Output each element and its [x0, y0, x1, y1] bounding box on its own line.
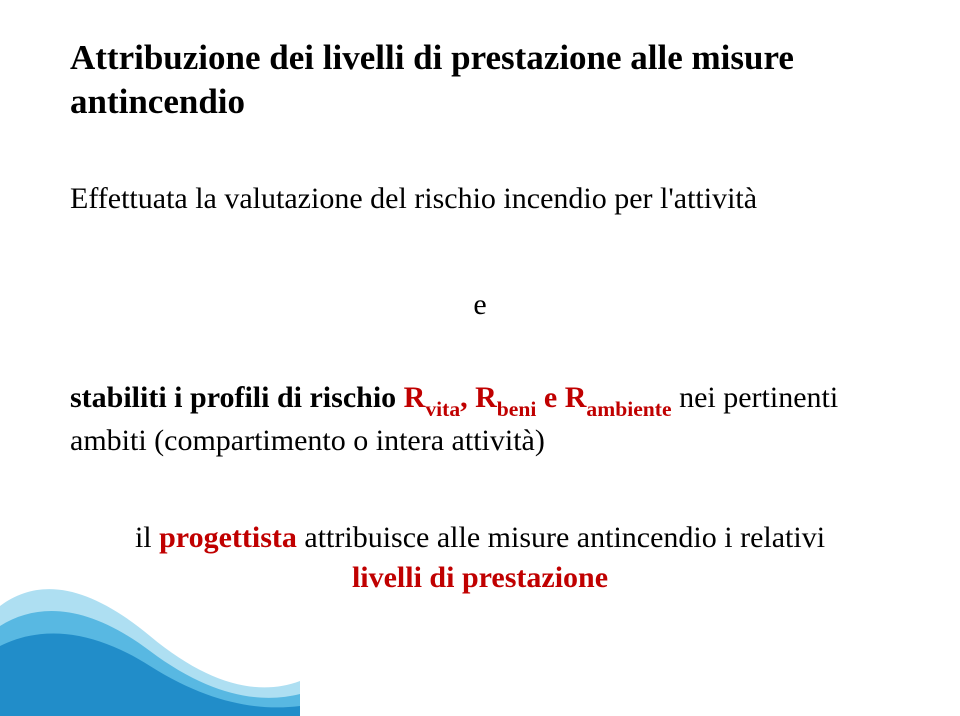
progettista: progettista — [159, 521, 297, 554]
risk-profiles-line: stabiliti i profili di rischio Rvita, Rb… — [70, 378, 890, 460]
r-ambiente-sub: ambiente — [586, 397, 671, 421]
risk-profiles-prefix: stabiliti i profili di rischio — [70, 381, 404, 414]
conclusion-line: il progettista attribuisce alle misure a… — [70, 518, 890, 599]
and: e — [536, 381, 564, 414]
slide: Attribuzione dei livelli di prestazione … — [0, 0, 960, 716]
separator-e: e — [70, 288, 890, 322]
r-beni-sub: beni — [497, 397, 537, 421]
intro-line: Effettuata la valutazione del rischio in… — [70, 182, 890, 216]
r-vita-r: R — [404, 381, 426, 414]
r-ambiente-r: R — [565, 381, 587, 414]
r-beni-r: R — [475, 381, 497, 414]
conclusion-a: il — [135, 521, 159, 554]
slide-title: Attribuzione dei livelli di prestazione … — [70, 36, 890, 124]
comma-1: , — [460, 381, 475, 414]
livelli-prestazione: livelli di prestazione — [352, 561, 608, 594]
r-vita-sub: vita — [425, 397, 460, 421]
conclusion-c: attribuisce alle misure antincendio i re… — [297, 521, 825, 554]
